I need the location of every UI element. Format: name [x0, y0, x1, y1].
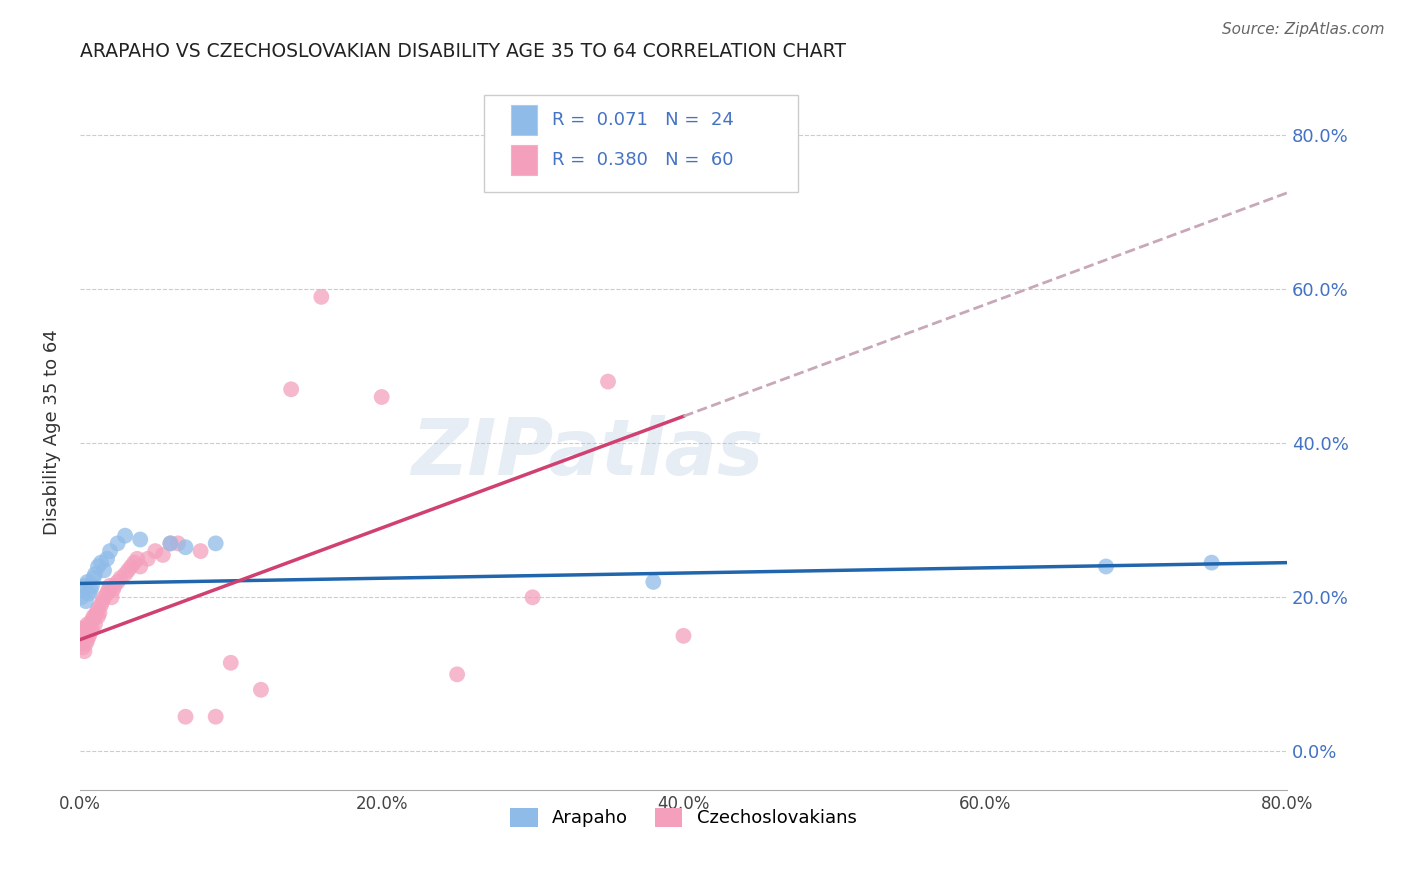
Text: R =  0.380   N =  60: R = 0.380 N = 60 — [553, 151, 734, 169]
Point — [70, 591, 93, 605]
Point — [174, 710, 197, 724]
Point — [77, 586, 100, 600]
Point — [75, 629, 97, 643]
Point — [114, 567, 136, 582]
Text: R =  0.071   N =  24: R = 0.071 N = 24 — [553, 111, 734, 129]
Point — [643, 574, 665, 589]
Point — [98, 579, 121, 593]
Point — [219, 656, 242, 670]
Point — [76, 624, 98, 639]
Point — [75, 636, 97, 650]
Point — [79, 582, 101, 597]
Point — [1095, 559, 1118, 574]
Point — [84, 609, 107, 624]
Point — [73, 579, 96, 593]
Point — [311, 290, 333, 304]
Point — [75, 594, 97, 608]
Point — [250, 682, 273, 697]
Text: Source: ZipAtlas.com: Source: ZipAtlas.com — [1222, 22, 1385, 37]
Point — [107, 574, 129, 589]
Point — [73, 624, 96, 639]
Point — [110, 571, 132, 585]
Point — [159, 536, 181, 550]
Point — [672, 629, 695, 643]
Point — [73, 644, 96, 658]
Point — [120, 559, 142, 574]
Point — [136, 551, 159, 566]
Point — [204, 536, 226, 550]
Point — [101, 582, 124, 597]
Point — [370, 390, 392, 404]
Point — [117, 563, 139, 577]
Point — [76, 632, 98, 647]
Point — [446, 667, 468, 681]
Point — [72, 621, 94, 635]
Point — [75, 621, 97, 635]
Point — [96, 586, 118, 600]
Point — [114, 529, 136, 543]
Point — [84, 567, 107, 582]
Point — [72, 632, 94, 647]
Point — [87, 602, 110, 616]
Point — [86, 606, 108, 620]
Point — [190, 544, 212, 558]
Point — [100, 591, 122, 605]
Point — [280, 382, 302, 396]
Point — [159, 536, 181, 550]
Point — [93, 591, 115, 605]
Point — [87, 609, 110, 624]
Point — [167, 536, 190, 550]
Point — [97, 582, 120, 597]
Point — [152, 548, 174, 562]
Point — [91, 594, 114, 608]
Point — [522, 591, 544, 605]
Text: ARAPAHO VS CZECHOSLOVAKIAN DISABILITY AGE 35 TO 64 CORRELATION CHART: ARAPAHO VS CZECHOSLOVAKIAN DISABILITY AG… — [80, 42, 846, 61]
Point — [82, 571, 104, 585]
Point — [122, 556, 145, 570]
Text: ZIPatlas: ZIPatlas — [411, 415, 763, 491]
Point — [93, 563, 115, 577]
Point — [174, 540, 197, 554]
Point — [1201, 556, 1223, 570]
FancyBboxPatch shape — [510, 145, 537, 175]
Point — [80, 614, 103, 628]
Point — [90, 556, 112, 570]
Point — [129, 533, 152, 547]
Point — [596, 375, 619, 389]
Point — [79, 617, 101, 632]
Point — [82, 609, 104, 624]
Point — [70, 636, 93, 650]
Point — [84, 617, 107, 632]
Point — [76, 574, 98, 589]
Point — [79, 624, 101, 639]
Point — [143, 544, 166, 558]
Point — [72, 640, 94, 655]
Y-axis label: Disability Age 35 to 64: Disability Age 35 to 64 — [44, 329, 60, 534]
Point — [77, 629, 100, 643]
Point — [96, 551, 118, 566]
Point — [72, 582, 94, 597]
Point — [129, 559, 152, 574]
Point — [77, 621, 100, 635]
Point — [70, 629, 93, 643]
Point — [103, 579, 125, 593]
Point — [87, 559, 110, 574]
FancyBboxPatch shape — [510, 105, 537, 135]
FancyBboxPatch shape — [484, 95, 799, 192]
Legend: Arapaho, Czechoslovakians: Arapaho, Czechoslovakians — [503, 801, 863, 835]
Point — [107, 536, 129, 550]
Point — [204, 710, 226, 724]
Point — [127, 551, 149, 566]
Point — [90, 598, 112, 612]
Point — [89, 606, 111, 620]
Point — [80, 579, 103, 593]
Point — [80, 621, 103, 635]
Point — [98, 544, 121, 558]
Point — [76, 617, 98, 632]
